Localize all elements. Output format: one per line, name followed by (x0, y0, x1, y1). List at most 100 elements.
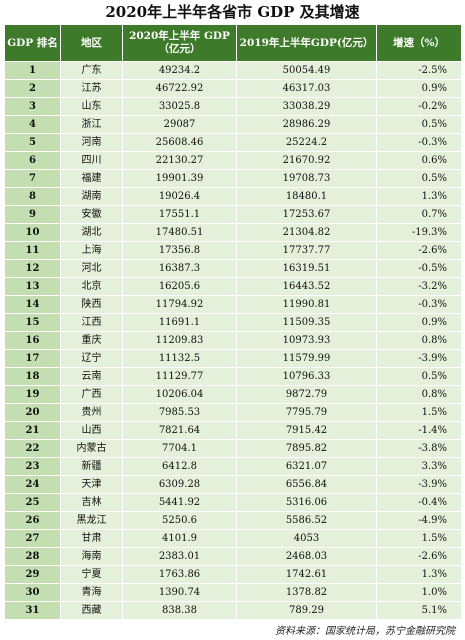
table-cell: 11579.99 (236, 349, 377, 368)
table-cell: 1.5% (376, 529, 462, 548)
table-row: 17 辽宁 11132.5 11579.99 -3.9% (4, 349, 462, 368)
table-cell: 11129.77 (122, 367, 237, 386)
table-cell: 28 (4, 547, 61, 566)
table-cell: 11794.92 (122, 295, 237, 314)
table-row: 8 湖南 19026.4 18480.1 1.3% (4, 187, 462, 206)
table-cell: 西藏 (60, 601, 123, 620)
table-cell: 1378.82 (236, 583, 377, 602)
table-row: 24 天津 6309.28 6556.84 -3.9% (4, 475, 462, 494)
table-cell: 17480.51 (122, 223, 237, 242)
table-cell: 重庆 (60, 331, 123, 350)
table-cell: 5316.06 (236, 493, 377, 512)
table-cell: 山西 (60, 421, 123, 440)
table-cell: 4101.9 (122, 529, 237, 548)
table-row: 15 江西 11691.1 11509.35 0.9% (4, 313, 462, 332)
table-row: 16 重庆 11209.83 10973.93 0.8% (4, 331, 462, 350)
table-cell: 33038.29 (236, 97, 377, 116)
table-cell: 19901.39 (122, 169, 237, 188)
table-cell: 1763.86 (122, 565, 237, 584)
table-cell: 6 (4, 151, 61, 170)
table-row: 21 山西 7821.64 7915.42 -1.4% (4, 421, 462, 440)
table-cell: 海南 (60, 547, 123, 566)
table-cell: 19 (4, 385, 61, 404)
table-cell: 11509.35 (236, 313, 377, 332)
table-cell: 湖南 (60, 187, 123, 206)
table-cell: 11990.81 (236, 295, 377, 314)
table-cell: 11209.83 (122, 331, 237, 350)
table-cell: -3.8% (376, 439, 462, 458)
table-cell: 6321.07 (236, 457, 377, 476)
table-row: 5 河南 25608.46 25224.2 -0.3% (4, 133, 462, 152)
table-cell: -3.9% (376, 349, 462, 368)
table-cell: 11 (4, 241, 61, 260)
table-cell: 33025.8 (122, 97, 237, 116)
table-row: 13 北京 16205.6 16443.52 -3.2% (4, 277, 462, 296)
table-cell: -2.6% (376, 241, 462, 260)
table-cell: 12 (4, 259, 61, 278)
table-cell: 16 (4, 331, 61, 350)
table-cell: -0.2% (376, 97, 462, 116)
table-cell: 17356.8 (122, 241, 237, 260)
table-cell: 25224.2 (236, 133, 377, 152)
table-cell: 5 (4, 133, 61, 152)
table-cell: 19708.73 (236, 169, 377, 188)
table-cell: 0.8% (376, 385, 462, 404)
table-cell: 0.5% (376, 169, 462, 188)
table-cell: -3.2% (376, 277, 462, 296)
table-cell: 49234.2 (122, 61, 237, 80)
table-cell: 9 (4, 205, 61, 224)
table-cell: 辽宁 (60, 349, 123, 368)
table-cell: 吉林 (60, 493, 123, 512)
table-cell: 11132.5 (122, 349, 237, 368)
table-cell: 7704.1 (122, 439, 237, 458)
table-row: 27 甘肃 4101.9 4053 1.5% (4, 529, 462, 548)
table-cell: 6556.84 (236, 475, 377, 494)
table-cell: 4 (4, 115, 61, 134)
table-cell: 北京 (60, 277, 123, 296)
table-cell: 4053 (236, 529, 377, 548)
table-cell: 5441.92 (122, 493, 237, 512)
table-cell: 18480.1 (236, 187, 377, 206)
table-cell: 0.7% (376, 205, 462, 224)
table-cell: 四川 (60, 151, 123, 170)
table-cell: 甘肃 (60, 529, 123, 548)
table-row: 12 河北 16387.3 16319.51 -0.5% (4, 259, 462, 278)
table-cell: 17737.77 (236, 241, 377, 260)
table-cell: 2468.03 (236, 547, 377, 566)
table-cell: 0.6% (376, 151, 462, 170)
table-cell: 21670.92 (236, 151, 377, 170)
table-row: 2 江苏 46722.92 46317.03 0.9% (4, 79, 462, 98)
table-cell: 46317.03 (236, 79, 377, 98)
table-cell: 17551.1 (122, 205, 237, 224)
table-row: 4 浙江 29087 28986.29 0.5% (4, 115, 462, 134)
table-cell: 江西 (60, 313, 123, 332)
table-cell: 7895.82 (236, 439, 377, 458)
table-cell: 山东 (60, 97, 123, 116)
table-cell: 19026.4 (122, 187, 237, 206)
table-cell: 上海 (60, 241, 123, 260)
table-cell: 10206.04 (122, 385, 237, 404)
table-cell: 3.3% (376, 457, 462, 476)
table-cell: 7985.53 (122, 403, 237, 422)
table-row: 30 青海 1390.74 1378.82 1.0% (4, 583, 462, 602)
table-cell: 16205.6 (122, 277, 237, 296)
table-row: 10 湖北 17480.51 21304.82 -19.3% (4, 223, 462, 242)
table-row: 28 海南 2383.01 2468.03 -2.6% (4, 547, 462, 566)
table-row: 31 西藏 838.38 789.29 5.1% (4, 601, 462, 620)
table-cell: 3 (4, 97, 61, 116)
table-cell: 天津 (60, 475, 123, 494)
table-cell: 0.5% (376, 367, 462, 386)
table-row: 6 四川 22130.27 21670.92 0.6% (4, 151, 462, 170)
table-cell: 2383.01 (122, 547, 237, 566)
table-cell: 24 (4, 475, 61, 494)
table-cell: 22 (4, 439, 61, 458)
header-cell: GDP 排名 (4, 24, 61, 62)
table-cell: 1.3% (376, 565, 462, 584)
table-cell: 18 (4, 367, 61, 386)
header-cell: 地区 (60, 24, 123, 62)
table-cell: 新疆 (60, 457, 123, 476)
table-cell: 0.8% (376, 331, 462, 350)
table-cell: 14 (4, 295, 61, 314)
table-cell: 22130.27 (122, 151, 237, 170)
table-row: 22 内蒙古 7704.1 7895.82 -3.8% (4, 439, 462, 458)
